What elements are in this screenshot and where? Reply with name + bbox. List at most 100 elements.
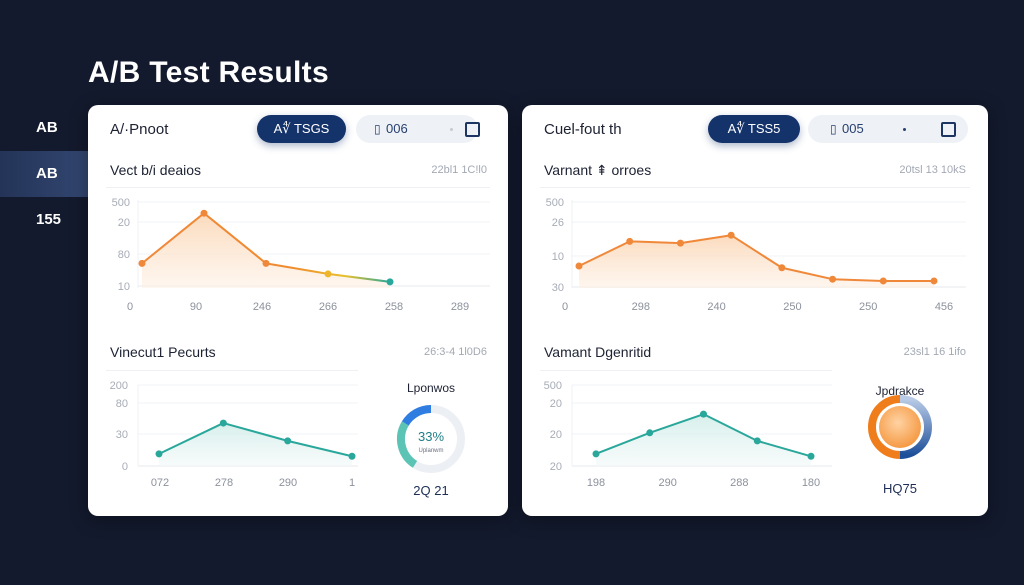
sidebar-item-155[interactable]: 155 — [36, 211, 62, 228]
phone-icon: ▯ — [830, 122, 837, 136]
count-pill-button[interactable]: ▯ 006 — [356, 115, 478, 143]
section-title: Vinecut1 Pecurts — [110, 344, 216, 360]
y-tick-label: 80 — [118, 249, 130, 261]
x-tick-label: 0 — [562, 301, 568, 313]
section-title: Vect b/i deaios — [110, 162, 202, 178]
sidebar: AB AB 155 — [0, 105, 88, 243]
count-value: 005 — [842, 121, 864, 136]
area-fill — [579, 235, 934, 288]
line-chart-top-a: 500 20 80 10 0 90 246 266 258 289 — [112, 197, 490, 313]
data-point — [727, 231, 735, 239]
y-tick-label: 20 — [118, 217, 130, 229]
x-tick-label: 288 — [730, 477, 748, 489]
dot-icon — [903, 128, 906, 131]
donut-chart-b — [868, 395, 932, 459]
x-tick-label: 266 — [319, 301, 337, 313]
y-tick-label: 26 — [552, 217, 564, 229]
y-tick-label: 20 — [550, 429, 562, 441]
data-point — [219, 419, 227, 427]
data-point — [386, 278, 394, 286]
divider — [106, 370, 358, 371]
data-point — [807, 452, 815, 460]
x-tick-label: 298 — [632, 301, 650, 313]
sidebar-item-ab[interactable]: AB — [36, 119, 58, 136]
x-tick-label: 0 — [127, 301, 133, 313]
section-title: Vamant Dgenritid — [544, 344, 652, 360]
section-timestamp: 20tsl 13 10kS — [899, 164, 966, 176]
section-timestamp: 23sl1 16 1ifo — [903, 346, 966, 358]
y-tick-label: 20 — [550, 398, 562, 410]
x-tick-label: 456 — [935, 301, 953, 313]
donut-chart-a: 33% Uplanwm — [396, 405, 465, 473]
y-tick-label: 500 — [112, 197, 130, 209]
y-tick-label: 500 — [546, 197, 564, 209]
donut-label: Lponwos — [406, 381, 456, 395]
data-point — [626, 237, 634, 245]
series-line — [158, 422, 353, 458]
x-tick-label: 072 — [151, 477, 169, 489]
donut-center — [879, 406, 921, 448]
test-pill-button[interactable]: A∜ TSS5 — [708, 115, 800, 143]
y-tick-label: 30 — [116, 429, 128, 441]
count-value: 006 — [386, 121, 408, 136]
square-icon[interactable] — [941, 122, 956, 137]
x-tick-label: 180 — [802, 477, 820, 489]
data-point — [646, 429, 654, 437]
y-tick-label: 20 — [550, 461, 562, 473]
data-point — [284, 437, 292, 445]
dot-icon — [450, 128, 453, 131]
data-point — [930, 277, 938, 285]
data-point — [262, 259, 270, 267]
data-point — [200, 209, 208, 217]
series-line — [578, 234, 934, 282]
phone-icon: ▯ — [374, 122, 381, 136]
donut-footer: HQ75 — [883, 481, 917, 496]
section-timestamp: 26:3-4 1l0D6 — [424, 346, 487, 358]
area-fill — [142, 213, 390, 288]
x-tick-label: 289 — [451, 301, 469, 313]
donut-segment-blue — [899, 395, 932, 459]
panel-header: Cuel-fout th — [544, 121, 622, 138]
data-point — [753, 437, 761, 445]
y-tick-label: 200 — [110, 380, 128, 392]
data-point — [575, 262, 583, 270]
square-icon[interactable] — [465, 122, 480, 137]
section-timestamp: 22bl1 1C!l0 — [431, 164, 487, 176]
area-fill — [596, 414, 811, 466]
data-point — [700, 410, 707, 418]
x-tick-label: 90 — [190, 301, 202, 313]
data-point — [829, 275, 837, 283]
y-tick-label: 80 — [116, 398, 128, 410]
donut-segment-orange — [868, 395, 901, 459]
divider — [540, 370, 832, 371]
donut-label: Jpdrakce — [875, 384, 925, 398]
donut-value: 33% — [418, 429, 444, 444]
y-tick-label: 30 — [552, 282, 564, 294]
donut-footer: 2Q 21 — [413, 483, 449, 498]
line-chart-bottom-a: 200 80 30 0 072 278 290 1 — [110, 380, 358, 489]
x-tick-label: 246 — [253, 301, 271, 313]
donut-segment-teal — [396, 421, 418, 468]
results-panel-b: Cuel-fout th A∜ TSS5 ▯ 005 Varnant ⇞ orr… — [522, 105, 988, 516]
x-tick-label: 258 — [385, 301, 403, 313]
line-chart-bottom-b: 500 20 20 20 198 290 288 180 — [544, 380, 832, 489]
x-tick-label: 290 — [279, 477, 297, 489]
divider — [106, 187, 490, 188]
data-point — [324, 270, 332, 278]
x-tick-label: 240 — [707, 301, 725, 313]
y-tick-label: 0 — [122, 461, 128, 473]
x-tick-label: 278 — [215, 477, 233, 489]
data-point — [348, 452, 356, 460]
x-tick-label: 290 — [658, 477, 676, 489]
data-point — [879, 277, 887, 285]
sidebar-item-ab-active[interactable]: AB — [0, 151, 88, 197]
y-tick-label: 10 — [552, 251, 564, 263]
data-point — [676, 239, 684, 247]
y-tick-label: 500 — [544, 380, 562, 392]
test-pill-button[interactable]: A∜ TSGS — [257, 115, 346, 143]
area-fill — [159, 423, 352, 466]
page-title: A/B Test Results — [88, 56, 329, 89]
x-tick-label: 250 — [783, 301, 801, 313]
donut-sublabel: Uplanwm — [418, 448, 443, 454]
x-tick-label: 1 — [349, 477, 355, 489]
